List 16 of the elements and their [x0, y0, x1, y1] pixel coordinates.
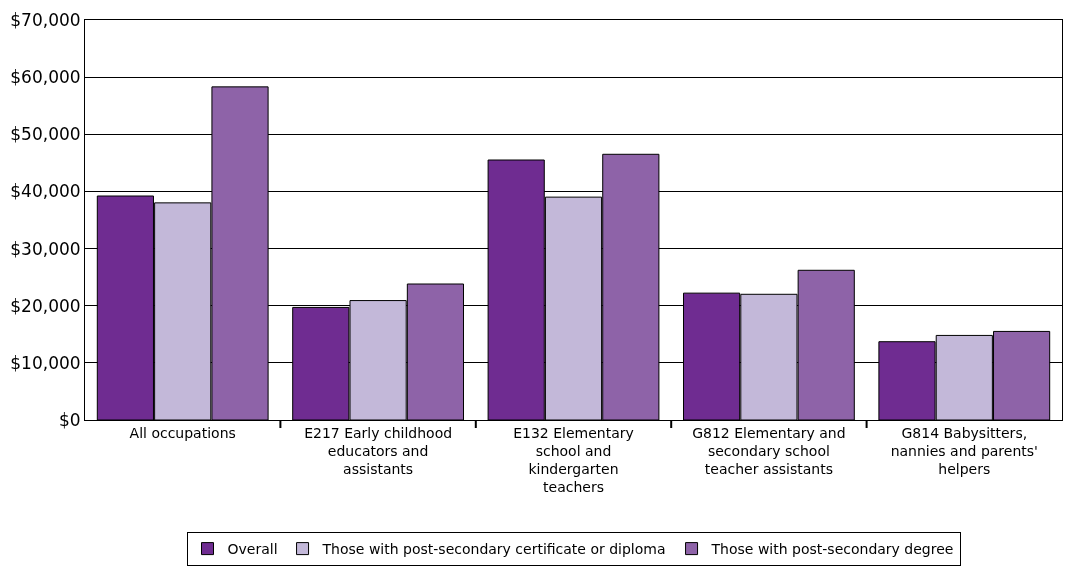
y-tick-label: $30,000 — [10, 238, 81, 259]
y-tick-label: $20,000 — [10, 295, 81, 316]
legend-label: Those with post-secondary certificate or diploma — [321, 541, 666, 558]
y-tick-label: $50,000 — [10, 124, 81, 145]
x-tick-label: E217 Early childhood educators and assistants — [304, 424, 453, 478]
y-tick-label: $40,000 — [10, 181, 81, 202]
y-tick-label: $70,000 — [10, 9, 81, 30]
x-tick-label: All occupations — [129, 424, 236, 441]
y-tick-label: $60,000 — [10, 67, 81, 88]
x-tick-label: G812 Elementary and secondary school teacher assistants — [692, 424, 846, 478]
y-tick-label: $0 — [58, 409, 81, 430]
legend-label: Overall — [227, 541, 278, 558]
y-tick-label: $10,000 — [10, 352, 81, 373]
legend-label: Those with post-secondary degree — [710, 541, 954, 558]
x-tick-label: G814 Babysitters, nannies and parents' helpers — [890, 424, 1038, 478]
x-tick-label: E132 Elementary school and kindergarten teachers — [513, 424, 634, 496]
